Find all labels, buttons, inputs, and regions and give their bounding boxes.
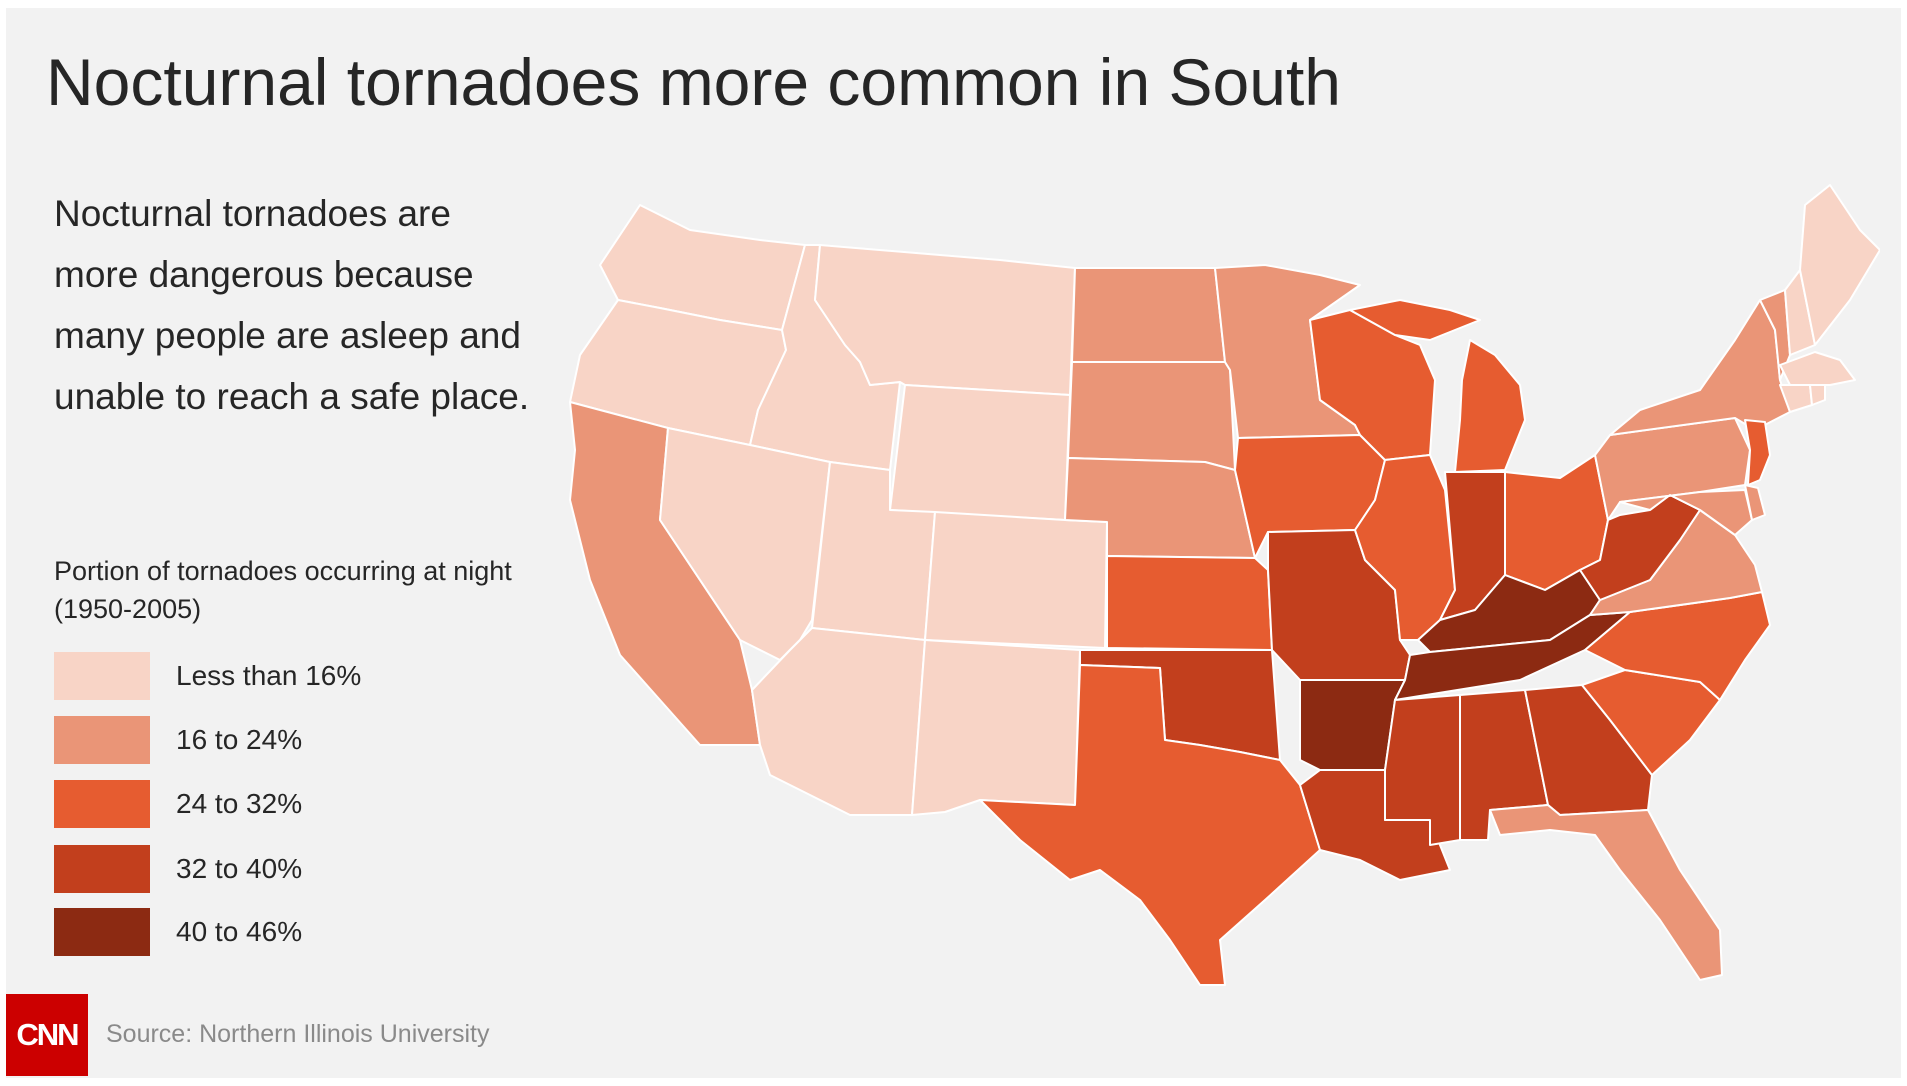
state-colorado [924, 511, 1108, 649]
legend-label: 32 to 40% [176, 853, 303, 884]
state-south-dakota [1067, 361, 1236, 471]
legend-swatch [54, 908, 150, 956]
state-new-mexico [911, 639, 1081, 816]
us-states-map [569, 184, 1880, 986]
legend-swatch [54, 652, 150, 700]
legend-item-24-to-32: 24 to 32% [54, 780, 474, 828]
state-delaware [1744, 484, 1766, 521]
source-note: Source: Northern Illinois University [106, 1020, 490, 1048]
state-maryland [1619, 489, 1753, 536]
legend-item-40-to-46: 40 to 46% [54, 908, 474, 956]
legend-swatch [54, 780, 150, 828]
state-montana [814, 244, 1076, 396]
state-kansas [1106, 555, 1273, 651]
state-wyoming [889, 384, 1071, 521]
state-michigan [1349, 299, 1526, 473]
legend-swatch [54, 716, 150, 764]
state-florida [1489, 804, 1723, 981]
legend-item-16-to-24: 16 to 24% [54, 716, 474, 764]
cnn-logo: CNN [6, 994, 88, 1076]
state-texas [979, 664, 1321, 986]
legend-label: Less than 16% [176, 660, 362, 691]
legend-label: 24 to 32% [176, 788, 303, 819]
legend-swatch [54, 845, 150, 893]
state-massachusetts [1779, 351, 1856, 386]
page-title: Nocturnal tornadoes more common in South [46, 45, 1341, 119]
legend-label: 16 to 24% [176, 724, 303, 755]
state-rhode-island [1809, 384, 1826, 406]
legend-label: 40 to 46% [176, 916, 303, 947]
legend-item-32-to-40: 32 to 40% [54, 845, 474, 893]
legend-title: Portion of tornadoes occurring at night … [54, 556, 512, 624]
state-illinois [1354, 454, 1456, 641]
state-maine [1799, 184, 1880, 346]
legend-item-less-than-16: Less than 16% [54, 652, 474, 700]
state-new-york [1609, 299, 1791, 436]
state-new-jersey [1744, 419, 1771, 486]
state-north-dakota [1071, 267, 1226, 363]
description-text: Nocturnal tornadoes are more dangerous b… [54, 193, 530, 417]
